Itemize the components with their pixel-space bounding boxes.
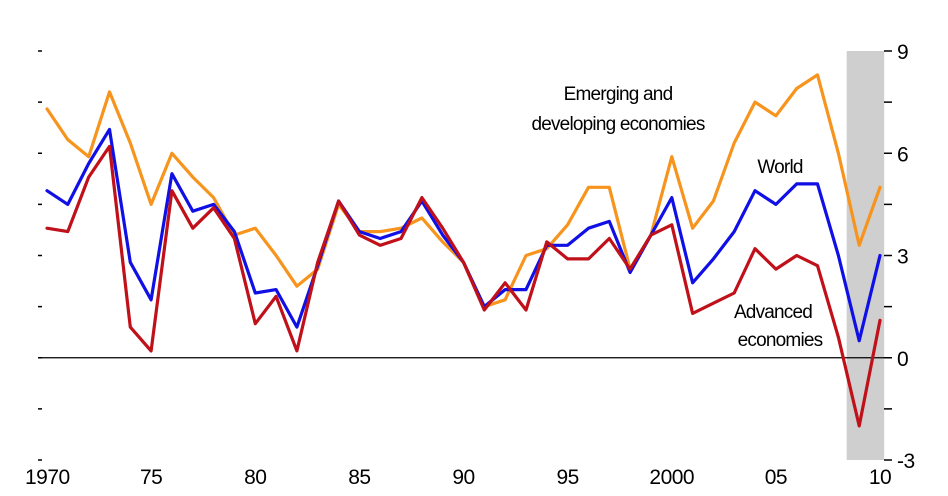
x-tick-label: 10 bbox=[869, 466, 891, 489]
annotation-emerging: Emerging and bbox=[564, 84, 673, 105]
annotation-world: World bbox=[757, 157, 803, 178]
y-tick-label: 3 bbox=[897, 246, 908, 269]
x-tick-label: 85 bbox=[348, 466, 370, 489]
x-tick-label: 2000 bbox=[649, 466, 694, 489]
y-tick-label: 0 bbox=[897, 348, 908, 371]
x-tick-label: 05 bbox=[765, 466, 787, 489]
annotation-advanced: Advanced bbox=[734, 302, 812, 323]
x-tick-label: 95 bbox=[556, 466, 578, 489]
x-tick-label: 90 bbox=[452, 466, 474, 489]
x-tick-label: 75 bbox=[140, 466, 162, 489]
y-tick-label: 6 bbox=[897, 143, 908, 166]
series-line-advanced bbox=[45, 144, 882, 428]
y-tick-label: 9 bbox=[897, 41, 908, 64]
x-tick-label: 80 bbox=[244, 466, 266, 489]
y-tick-label: -3 bbox=[897, 450, 915, 473]
annotation-advanced-line2: economies bbox=[738, 330, 823, 351]
x-tick-label: 1970 bbox=[25, 466, 70, 489]
annotation-emerging-line2: developing economies bbox=[531, 114, 704, 135]
